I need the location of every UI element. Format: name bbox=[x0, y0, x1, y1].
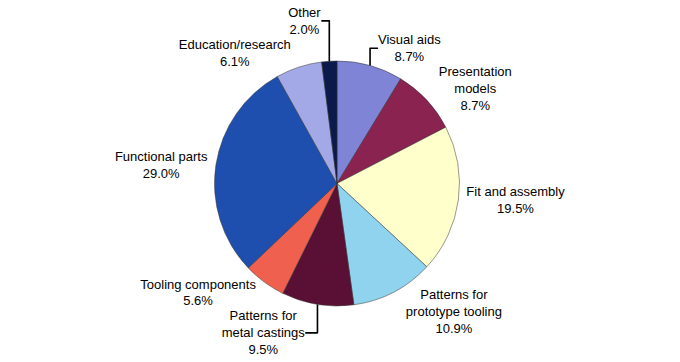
svg-text:Other2.0%: Other2.0% bbox=[288, 5, 321, 37]
svg-text:Tooling components5.6%: Tooling components5.6% bbox=[140, 277, 256, 309]
svg-text:Fit and assembly19.5%: Fit and assembly19.5% bbox=[466, 184, 565, 216]
svg-text:Functional parts29.0%: Functional parts29.0% bbox=[115, 149, 208, 181]
svg-text:Education/research6.1%: Education/research6.1% bbox=[179, 37, 291, 69]
svg-text:Visual aids8.7%: Visual aids8.7% bbox=[378, 32, 441, 64]
svg-text:Patterns formetal castings9.5%: Patterns formetal castings9.5% bbox=[222, 308, 306, 357]
svg-text:Patterns forprototype tooling1: Patterns forprototype tooling10.9% bbox=[406, 287, 502, 336]
svg-text:Presentationmodels8.7%: Presentationmodels8.7% bbox=[439, 64, 512, 113]
